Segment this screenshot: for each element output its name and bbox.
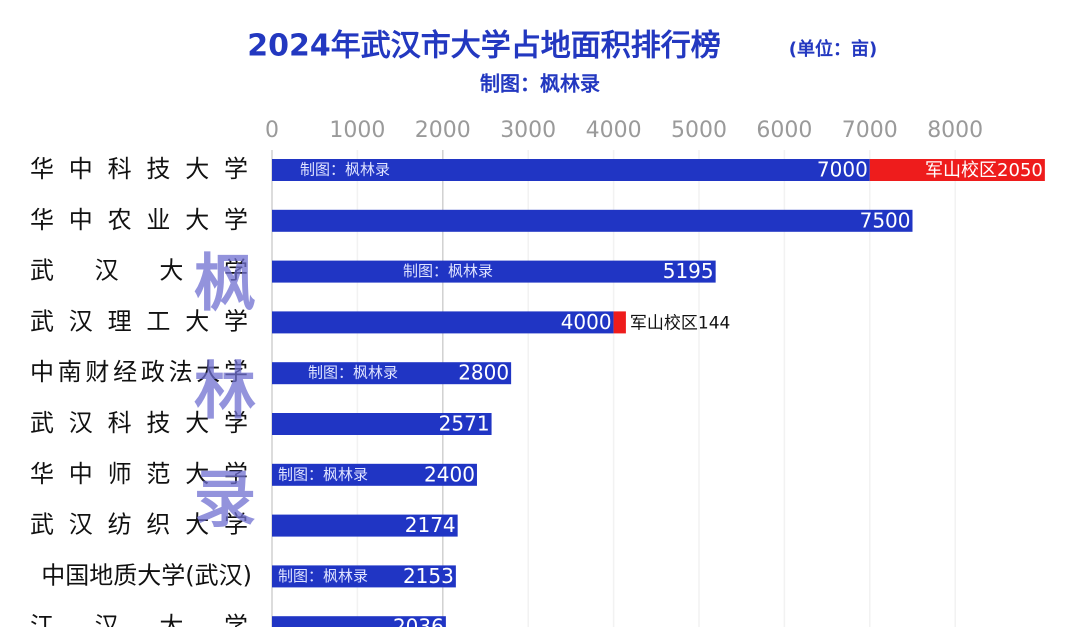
bar-watermark: 制图：枫林录: [278, 465, 368, 483]
chart-subtitle: (单位：亩): [789, 38, 877, 60]
y-tick-label: 华中科技大学: [30, 155, 248, 183]
value-text: 144: [698, 313, 730, 333]
series-name: 军山校区: [630, 313, 698, 333]
bar: [272, 616, 446, 627]
bar: [869, 159, 1045, 181]
value-label: 军山校区2050: [925, 160, 1043, 181]
y-tick-label: 华中农业大学: [30, 206, 248, 234]
value-label: 4000: [561, 310, 612, 334]
y-tick-label: 中国地质大学(武汉): [41, 561, 252, 589]
value-text: 2050: [997, 160, 1043, 181]
bar: [272, 413, 492, 435]
value-label: 2036: [393, 615, 444, 627]
bar-watermark: 制图：枫林录: [308, 364, 398, 382]
chart-title: 2024年武汉市大学占地面积排行榜: [247, 29, 721, 64]
value-label: 2153: [403, 564, 454, 588]
value-label: 5195: [663, 259, 714, 283]
x-tick-label: 7000: [842, 118, 898, 143]
x-tick-label: 5000: [671, 118, 727, 143]
x-tick-label: 4000: [586, 118, 642, 143]
series-name: 军山校区: [925, 160, 997, 181]
bar-watermark: 制图：枫林录: [278, 567, 368, 585]
bar: [272, 514, 458, 537]
watermark: 枫林录: [183, 250, 256, 574]
bar: [272, 362, 512, 385]
bar: [272, 463, 477, 486]
value-label: 2800: [458, 361, 509, 385]
bar: [272, 311, 614, 334]
x-tick-label: 3000: [500, 118, 556, 143]
bar: [272, 260, 716, 283]
bar: [272, 159, 870, 181]
value-label: 2174: [405, 513, 456, 537]
x-tick-label: 6000: [756, 118, 812, 143]
bar-watermark: 制图：枫林录: [300, 161, 390, 179]
bar: [272, 565, 456, 588]
bar: [613, 311, 626, 334]
credit: 制图：枫林录: [480, 72, 600, 96]
bar: [272, 209, 913, 232]
value-label: 军山校区144: [630, 313, 730, 333]
value-label: 7500: [860, 208, 911, 232]
x-tick-label: 1000: [329, 118, 385, 143]
value-label: 7000: [817, 158, 868, 182]
y-tick-label: 江汉大学: [30, 612, 248, 627]
x-tick-label: 8000: [927, 118, 983, 143]
value-label: 2400: [424, 462, 475, 486]
x-tick-label: 2000: [415, 118, 471, 143]
bar-watermark: 制图：枫林录: [403, 262, 493, 280]
value-label: 2571: [439, 412, 490, 436]
x-tick-label: 0: [265, 118, 279, 143]
